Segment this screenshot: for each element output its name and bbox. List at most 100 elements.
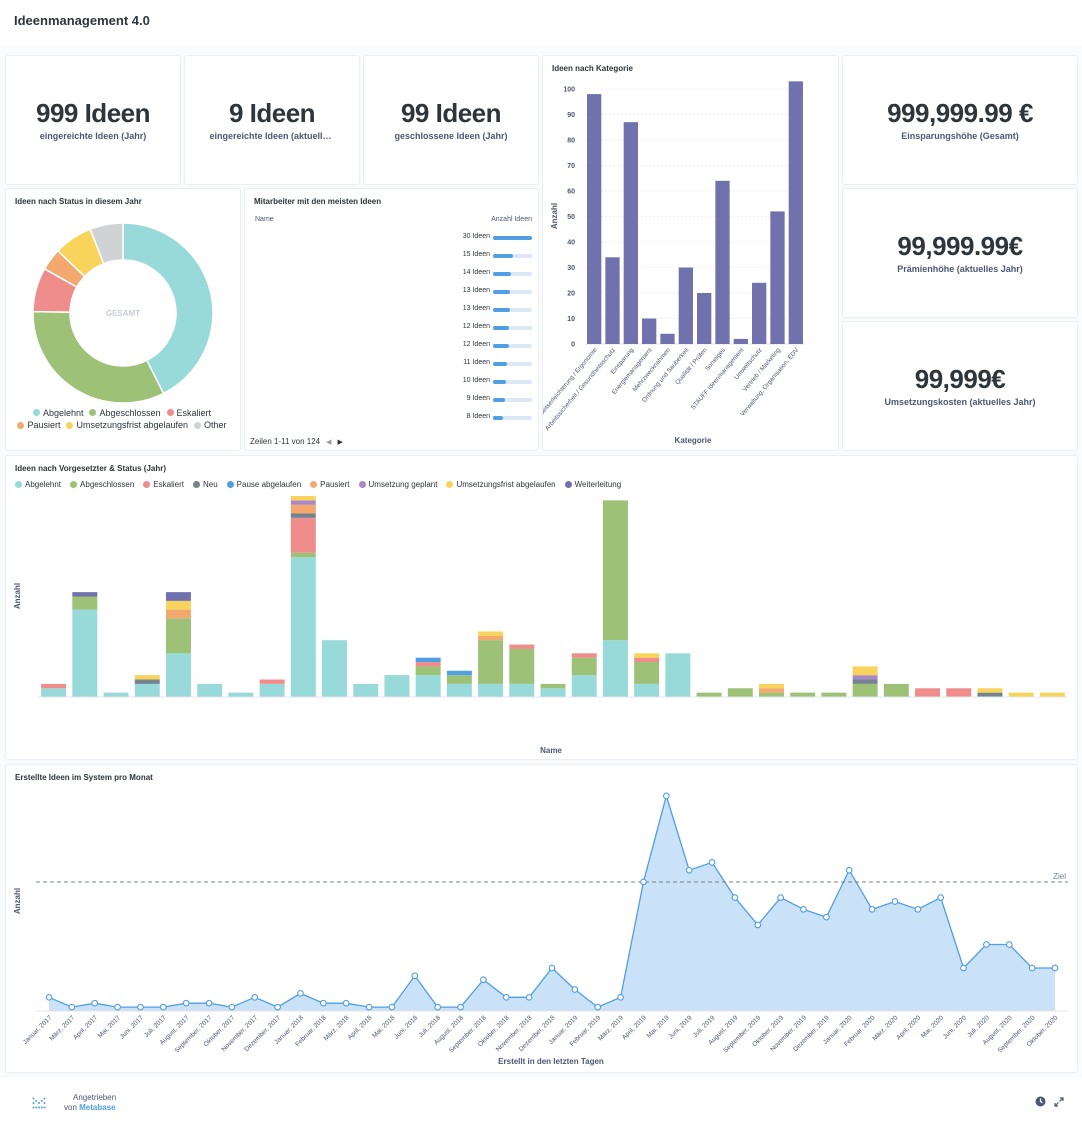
goal-label: Ziel (1053, 872, 1066, 881)
scalar-card-costs[interactable]: 99,999€ Umsetzungskosten (aktuelles Jahr… (842, 321, 1078, 451)
scalar-card-closed-ideas[interactable]: 99 Ideen geschlossene Ideen (Jahr) (363, 55, 539, 185)
powered-by-text[interactable]: Angetrieben von Metabase (64, 1093, 116, 1113)
data-point (502, 993, 510, 1001)
mini-bar-track (493, 236, 532, 240)
legend-label: Umsetzungsfrist abgelaufen (76, 420, 189, 430)
scalar-label[interactable]: Prämienhöhe (aktuelles Jahr) (897, 263, 1023, 274)
next-page-icon[interactable]: ▶ (337, 438, 343, 446)
data-point (662, 792, 670, 800)
scalar-label[interactable]: eingereichte Ideen (aktuelle... (209, 130, 335, 141)
legend-item[interactable]: Eskaliert (166, 407, 211, 419)
table-row[interactable]: 15 Ideen (245, 247, 538, 265)
mini-bar-fill (493, 362, 508, 366)
x-tick-label: März, 2018 (323, 1014, 351, 1042)
stacked-bar-segment (290, 517, 316, 553)
scalar-value: 99,999.99€ (897, 230, 1023, 261)
scalar-value: 99,999€ (914, 363, 1006, 394)
table-row[interactable]: 8 Ideen (245, 409, 538, 427)
scalar-card-year-ideas[interactable]: 999 Ideen eingereichte Ideen (Jahr) (5, 55, 181, 185)
data-point (960, 964, 967, 972)
stacked-bar-segment (165, 653, 191, 697)
stacked-bar-segment (134, 675, 160, 680)
table-row[interactable]: 12 Ideen (245, 319, 538, 337)
previous-page-icon[interactable]: ◀ (326, 438, 332, 446)
legend-item[interactable]: Abgeschlossen (89, 407, 161, 419)
status-donut-chart: GESAMT (32, 222, 214, 404)
y-tick-label: 70 (567, 163, 575, 170)
data-point (1005, 941, 1013, 948)
table-row[interactable]: 13 Ideen (245, 301, 538, 319)
stacked-bar-segment (41, 688, 67, 697)
y-tick-label: 10 (567, 316, 575, 323)
table-row[interactable]: 30 Ideen (245, 229, 538, 247)
legend-label: Abgeschlossen (80, 480, 135, 489)
data-point (800, 905, 807, 913)
legend-item[interactable]: Eskaliert (143, 480, 184, 489)
legend-item[interactable]: Abgelehnt (32, 407, 83, 419)
legend-item[interactable]: Umsetzung geplant (358, 480, 438, 489)
scalar-label[interactable]: Einsparungshöhe (Gesamt) (901, 130, 1019, 141)
column-header-count[interactable]: Anzahl Ideen (491, 216, 532, 223)
legend-item[interactable]: Pause abgelaufen (226, 480, 301, 489)
table-row[interactable]: 10 Ideen (245, 373, 538, 391)
table-row[interactable]: 11 Ideen (245, 355, 538, 373)
scalar-card-bonus[interactable]: 99,999.99€ Prämienhöhe (aktuelles Jahr) (842, 188, 1078, 318)
legend-item[interactable]: Other (194, 419, 227, 431)
table-row[interactable]: 14 Ideen (245, 265, 538, 283)
category-chart-card[interactable]: Ideen nach Kategorie 0 10 20 30 40 50 60 70 80 90… (542, 55, 839, 451)
cell-count: 14 Ideen (462, 269, 490, 276)
stacked-bar-segment (509, 644, 535, 649)
mini-bar-track (493, 290, 532, 294)
data-point (754, 921, 762, 929)
card-title[interactable]: Ideen nach Kategorie (552, 64, 633, 73)
fullscreen-icon[interactable] (1054, 1097, 1064, 1107)
legend-item[interactable]: Pausiert (17, 419, 60, 431)
stacked-bar-segment (1008, 692, 1034, 697)
stacked-bar-segment (322, 640, 347, 697)
scalar-card-savings[interactable]: 999,999.99 € Einsparungshöhe (Gesamt) (842, 55, 1078, 185)
scalar-card-current-ideas[interactable]: 9 Ideen eingereichte Ideen (aktuelle... (184, 55, 360, 185)
card-title[interactable]: Ideen nach Status in diesem Jahr (15, 197, 142, 206)
x-tick-label: Arbeitserleichterung / Ergonomie (543, 346, 599, 421)
column-header-name[interactable]: Name (255, 216, 274, 223)
metabase-logo-icon[interactable] (32, 1097, 46, 1109)
card-title[interactable]: Mitarbeiter mit den meisten Ideen (254, 197, 382, 206)
status-legend: Abgelehnt Abgeschlossen Eskaliert Pausiert U… (12, 406, 238, 431)
card-title[interactable]: Ideen nach Vorgesetzter & Status (Jahr) (15, 464, 166, 473)
scalar-label[interactable]: eingereichte Ideen (Jahr) (39, 130, 147, 141)
mini-bar-fill (493, 416, 504, 420)
legend-item[interactable]: Abgeschlossen (70, 480, 134, 489)
supervisor-chart-card[interactable]: Ideen nach Vorgesetzter & Status (Jahr) … (5, 455, 1078, 760)
data-point (823, 913, 830, 921)
scalar-label[interactable]: geschlossene Ideen (Jahr) (394, 130, 508, 141)
stacked-bar-segment (571, 657, 597, 676)
legend-item[interactable]: Abgelehnt (15, 480, 61, 489)
category-bar (715, 180, 730, 344)
y-axis-label: Anzahl (550, 203, 559, 229)
auto-refresh-clock-icon[interactable] (1035, 1096, 1046, 1107)
legend-item[interactable]: Weiterleitung (564, 480, 621, 489)
card-title[interactable]: Erstellte Ideen im System pro Monat (15, 773, 153, 782)
monthly-chart-card[interactable]: Erstellte Ideen im System pro Monat Ziel… (5, 764, 1078, 1073)
stacked-bar-segment (478, 631, 504, 636)
legend-item[interactable]: Umsetzungsfrist abgelaufen (446, 480, 556, 489)
stacked-bar-segment (665, 653, 691, 697)
table-row[interactable]: 12 Ideen (245, 337, 538, 355)
scalar-label[interactable]: Umsetzungskosten (aktuelles Jahr) (884, 396, 1036, 407)
x-tick-label: März, 2019 (597, 1014, 625, 1042)
legend-dot-icon (564, 481, 572, 488)
category-bar (587, 94, 602, 344)
legend-item[interactable]: Pausiert (310, 480, 350, 489)
legend-item[interactable]: Umsetzungsfrist abgelaufen (66, 419, 188, 431)
table-row[interactable]: 13 Ideen (245, 283, 538, 301)
donut-slice (89, 222, 124, 265)
employees-table-card[interactable]: Mitarbeiter mit den meisten Ideen Name A… (244, 188, 539, 451)
x-tick-label: April, 2020 (895, 1014, 922, 1041)
x-tick-label: Januar, 2017 (22, 1014, 54, 1046)
legend-item[interactable]: Neu (192, 480, 218, 489)
metabase-link[interactable]: Metabase (79, 1103, 116, 1112)
mini-bar-fill (493, 290, 510, 294)
legend-label: Umsetzung geplant (368, 480, 438, 489)
table-row[interactable]: 9 Ideen (245, 391, 538, 409)
status-chart-card[interactable]: Ideen nach Status in diesem Jahr GESAMT … (5, 188, 241, 451)
